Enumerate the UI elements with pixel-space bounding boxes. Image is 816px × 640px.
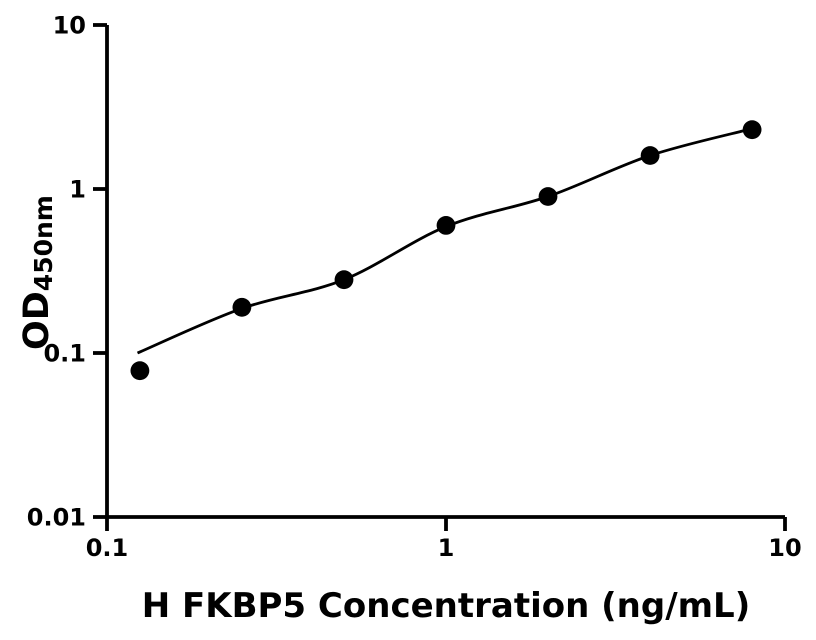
data-point <box>334 270 354 290</box>
x-axis-title: H FKBP5 Concentration (ng/mL) <box>142 586 751 626</box>
plot-layer <box>130 120 762 381</box>
y-tick-label: 10 <box>53 12 86 40</box>
x-tick-label: 1 <box>438 534 455 562</box>
fit-curve-line <box>136 127 754 355</box>
data-point <box>538 187 558 206</box>
x-tick-label: 0.1 <box>86 534 129 562</box>
data-point <box>640 146 660 165</box>
y-tick-label: 0.01 <box>27 504 86 532</box>
axis-spines <box>105 25 785 519</box>
x-tick-label: 10 <box>768 534 801 562</box>
data-point <box>130 361 150 381</box>
data-point <box>232 297 252 317</box>
y-tick-label: 1 <box>69 176 86 204</box>
y-tick-label: 0.1 <box>43 340 86 368</box>
data-point <box>742 120 762 140</box>
y-axis-label: OD450nm <box>17 195 58 350</box>
data-point <box>436 216 456 235</box>
y-axis-label-subscript: 450nm <box>29 195 58 291</box>
y-axis-label-main: OD <box>17 291 57 350</box>
